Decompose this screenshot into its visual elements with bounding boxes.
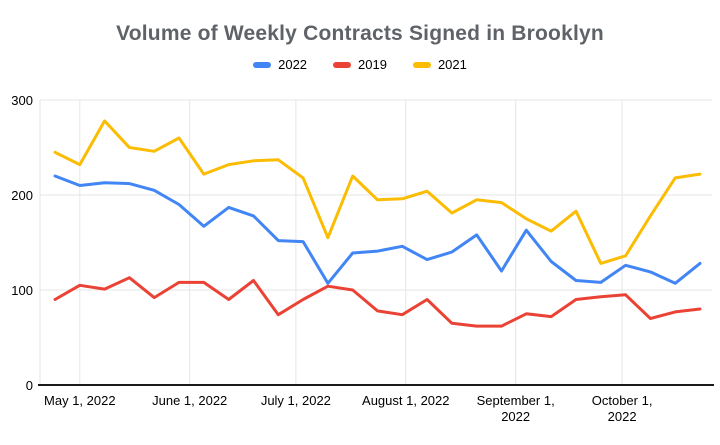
x-tick-label: October 1, 2022 (592, 393, 653, 424)
y-tick-label: 100 (11, 283, 33, 298)
line-chart: 0 100 200 300 May 1, 2022 June 1, 2022 July 1,… (11, 93, 714, 424)
y-tick-label: 300 (11, 93, 33, 108)
x-tick-label: August 1, 2022 (362, 393, 449, 408)
x-tick-label: July 1, 2022 (261, 393, 331, 408)
x-tick-label: May 1, 2022 (44, 393, 116, 408)
series-line-2021 (53, 119, 702, 265)
x-tick-label: September 1, 2022 (477, 393, 555, 424)
legend-swatch-series-0 (253, 61, 272, 68)
legend-swatch-series-1 (333, 61, 352, 68)
x-tick-label: June 1, 2022 (152, 393, 227, 408)
legend-item: 2022 (253, 57, 307, 72)
legend-item: 2021 (412, 57, 467, 72)
legend-item: 2019 (333, 57, 387, 72)
legend-label: 2019 (358, 57, 387, 72)
legend: 2022 2019 2021 (0, 57, 720, 72)
series-line-2019 (53, 276, 702, 328)
legend-label: 2021 (437, 57, 467, 72)
series-line-2022 (53, 174, 702, 285)
legend-swatch-series-2 (412, 61, 431, 68)
y-tick-label: 200 (11, 188, 33, 203)
y-tick-label: 0 (26, 378, 33, 393)
chart-title: Volume of Weekly Contracts Signed in Bro… (116, 22, 604, 45)
legend-label: 2022 (278, 57, 308, 72)
